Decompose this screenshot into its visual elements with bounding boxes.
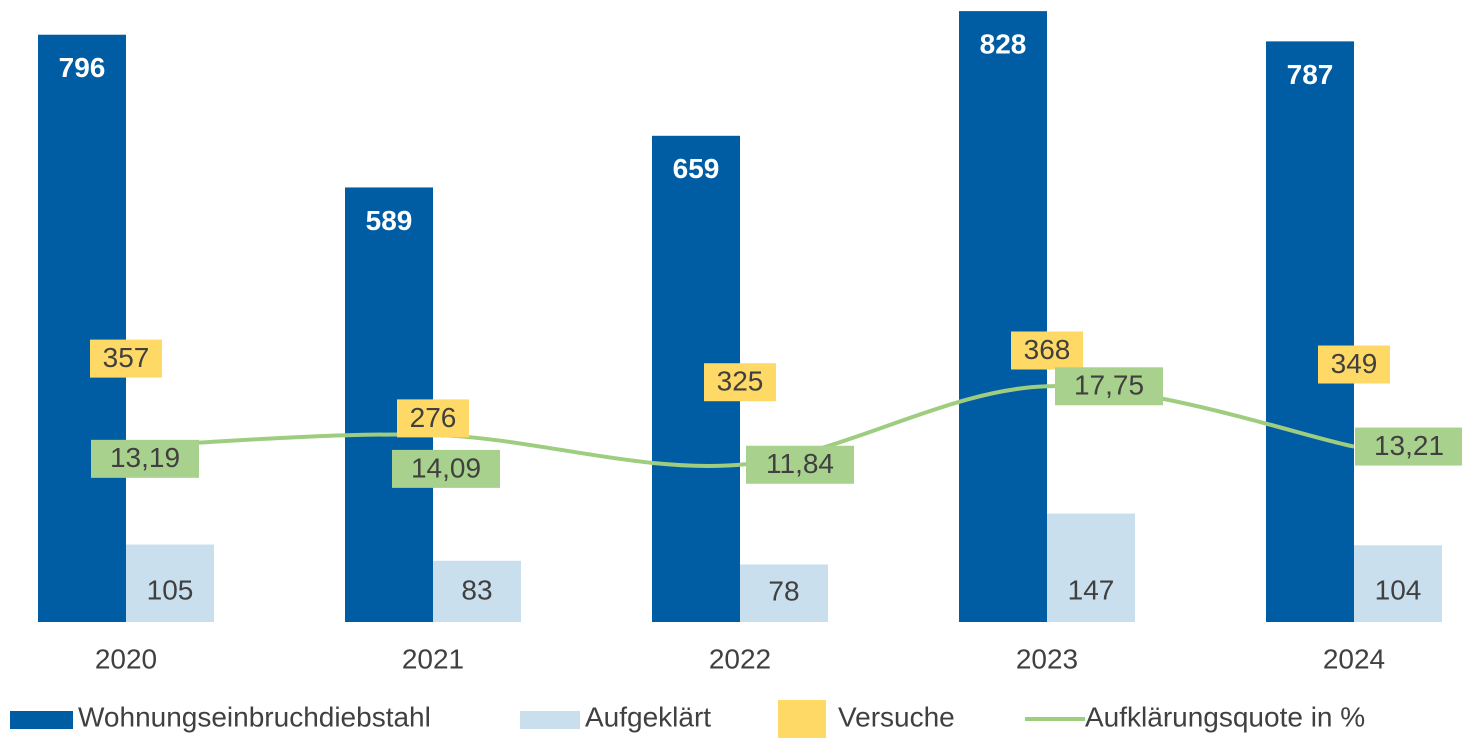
data-label: 83 bbox=[461, 574, 492, 605]
legend-label: Versuche bbox=[838, 701, 955, 732]
versuche-marker bbox=[90, 339, 162, 378]
data-label: 357 bbox=[103, 342, 150, 373]
data-label: 659 bbox=[673, 153, 720, 184]
line-label-box bbox=[392, 449, 500, 488]
bar bbox=[1354, 545, 1442, 622]
data-label: 787 bbox=[1287, 59, 1334, 90]
bar bbox=[1266, 41, 1354, 622]
legend-label: Aufgeklärt bbox=[585, 701, 711, 732]
bar bbox=[433, 560, 521, 622]
data-label: 589 bbox=[366, 205, 413, 236]
data-label: 105 bbox=[147, 574, 194, 605]
legend-swatch bbox=[520, 711, 580, 729]
data-label: 17,75 bbox=[1074, 370, 1144, 401]
legend-label: Wohnungseinbruchdiebstahl bbox=[78, 701, 431, 732]
bar bbox=[38, 34, 126, 623]
x-tick-label: 2022 bbox=[709, 643, 771, 674]
legend-label: Aufklärungsquote in % bbox=[1085, 701, 1365, 732]
x-tick-label: 2023 bbox=[1016, 643, 1078, 674]
data-label: 13,21 bbox=[1374, 430, 1444, 461]
x-tick-label: 2024 bbox=[1323, 643, 1385, 674]
legend-swatch bbox=[10, 711, 73, 729]
data-label: 325 bbox=[717, 366, 764, 397]
x-tick-label: 2021 bbox=[402, 643, 464, 674]
bar bbox=[126, 544, 214, 622]
data-label: 349 bbox=[1331, 348, 1378, 379]
line-label-box bbox=[91, 439, 199, 478]
data-label: 368 bbox=[1024, 334, 1071, 365]
data-label: 104 bbox=[1375, 574, 1422, 605]
versuche-marker bbox=[704, 363, 776, 402]
data-label: 13,19 bbox=[110, 442, 180, 473]
versuche-marker bbox=[1318, 345, 1390, 384]
line-label-box bbox=[746, 445, 854, 484]
bar bbox=[1047, 513, 1135, 622]
data-label: 11,84 bbox=[766, 448, 834, 479]
x-tick-label: 2020 bbox=[95, 643, 157, 674]
bar bbox=[740, 564, 828, 622]
data-label: 276 bbox=[410, 402, 457, 433]
data-label: 828 bbox=[980, 29, 1027, 60]
line-label-box bbox=[1055, 367, 1163, 406]
data-label: 147 bbox=[1068, 574, 1115, 605]
versuche-marker bbox=[397, 399, 469, 438]
data-label: 14,09 bbox=[411, 452, 481, 483]
line-label-box bbox=[1355, 427, 1462, 466]
legend-swatch bbox=[778, 700, 826, 738]
versuche-marker bbox=[1011, 331, 1083, 370]
data-label: 796 bbox=[59, 52, 106, 83]
data-label: 78 bbox=[768, 576, 799, 607]
bar bbox=[959, 11, 1047, 623]
